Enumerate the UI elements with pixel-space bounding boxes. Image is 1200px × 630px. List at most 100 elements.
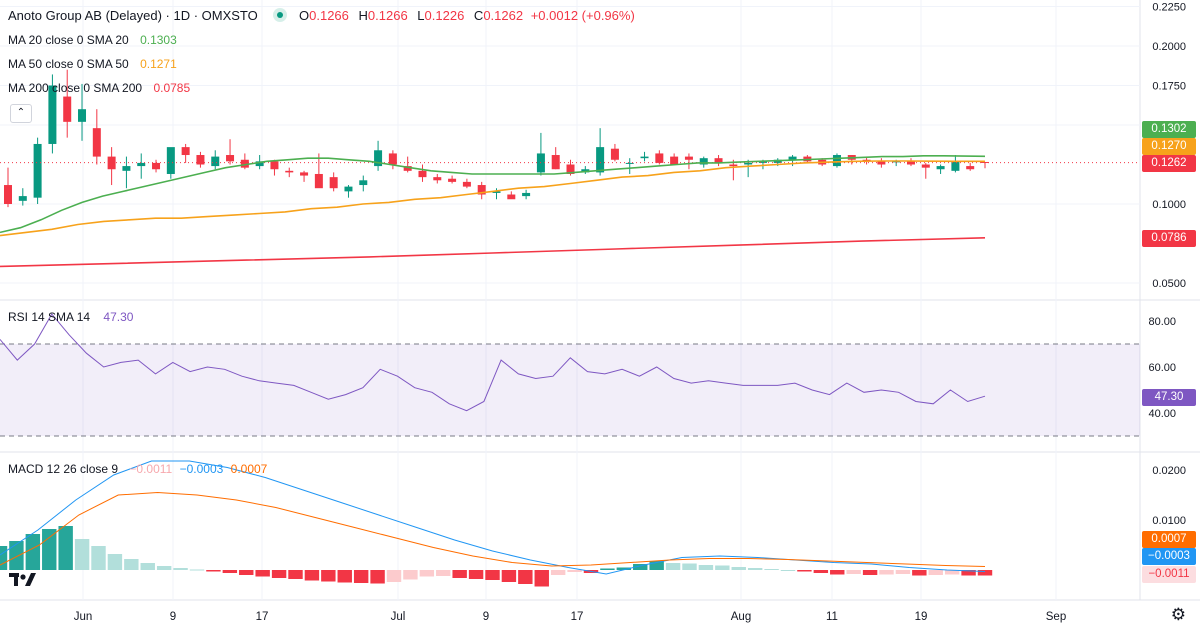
macd-histogram-bar (74, 539, 90, 570)
hist-price-tag: −0.0011 (1142, 566, 1196, 583)
macd-histogram-bar (485, 570, 500, 580)
ma20-legend[interactable]: MA 20 close 0 SMA 20 0.1303 (8, 33, 181, 47)
last-price-tag: 0.1262 (1142, 155, 1196, 172)
price-tick-label: 0.2000 (1152, 41, 1186, 53)
candle-body (314, 173, 323, 189)
macd-histogram-bar (649, 561, 664, 570)
macd-histogram-bar (206, 570, 221, 572)
tradingview-logo-mark (9, 573, 36, 586)
price-tick-label: 0.1000 (1152, 199, 1186, 211)
time-tick-label: Sep (1046, 611, 1066, 623)
rsi-tick-label: 60.00 (1148, 362, 1176, 374)
macd-histogram-bar (534, 570, 549, 587)
ma200-label: MA 200 close 0 SMA 200 (8, 81, 143, 95)
candle-body (788, 156, 797, 160)
price-tick-label: 0.2250 (1152, 2, 1186, 14)
candle-body (33, 143, 42, 198)
candle-body (18, 196, 27, 201)
macd-histogram-bar (813, 570, 829, 573)
macd-histogram-bar (862, 570, 878, 575)
candle-body (744, 162, 753, 165)
settings-gear-icon[interactable]: ⚙ (1170, 605, 1186, 624)
macd-histogram-bar (255, 570, 270, 577)
macd-histogram-bar (58, 526, 73, 570)
time-tick-label: 17 (571, 611, 584, 623)
candle-body (300, 172, 309, 176)
ma50-price-tag: 0.1270 (1142, 138, 1196, 155)
candle-body (181, 147, 190, 156)
macd-line (0, 460, 986, 575)
symbol-title: Anoto Group AB (Delayed) · 1D · OMXSTO (8, 8, 258, 23)
macd-histogram-bar (91, 546, 106, 570)
candle-body (684, 156, 693, 160)
rsi-value: 47.30 (103, 310, 134, 324)
collapse-legend-button[interactable]: ⌃ (10, 104, 32, 123)
time-tick-label: Jun (74, 611, 93, 623)
macd-histogram-bar (501, 570, 517, 582)
candle-body (255, 161, 264, 167)
time-tick-label: Jul (391, 611, 406, 623)
candle-body (448, 178, 457, 182)
candle-body (107, 156, 116, 170)
candle-body (625, 162, 634, 164)
macd-histogram-bar (698, 565, 714, 570)
candle-body (285, 170, 294, 173)
candle-body (152, 162, 161, 170)
ma20-value: 0.1303 (140, 33, 177, 47)
ma50-legend[interactable]: MA 50 close 0 SMA 50 0.1271 (8, 57, 181, 71)
ohlc-close-label: C (473, 8, 484, 23)
candle-body (388, 153, 397, 165)
macd-histogram-bar (977, 570, 993, 576)
macd-histogram-bar (304, 570, 320, 581)
candle-body (610, 148, 619, 160)
candle-body (832, 155, 841, 167)
candle-body (63, 96, 72, 122)
tradingview-logo[interactable] (8, 568, 38, 592)
candle-body (240, 159, 249, 168)
macd-histogram-bar (353, 570, 369, 583)
ohlc-close-value: 0.1262 (483, 8, 524, 23)
macd-histogram-bar (156, 566, 172, 570)
macd-histogram-bar (780, 570, 796, 571)
ma50-value: 0.1271 (140, 57, 177, 71)
rsi-tick-label: 40.00 (1148, 408, 1176, 420)
candle-body (640, 156, 649, 159)
rsi-label: RSI 14 SMA 14 (8, 310, 91, 324)
macd-histogram-bar (452, 570, 467, 578)
candle-body (936, 166, 945, 170)
candle-body (699, 158, 708, 165)
rsi-legend[interactable]: RSI 14 SMA 14 47.30 (8, 310, 137, 324)
candle-body (359, 180, 368, 186)
candle-body (433, 177, 442, 181)
macd-histogram-bar (944, 570, 960, 575)
price-tick-label: 0.1750 (1152, 81, 1186, 93)
time-tick-label: 17 (256, 611, 269, 623)
time-tick-label: 11 (826, 611, 838, 623)
macd-histogram-bar (665, 563, 681, 570)
candle-body (137, 162, 146, 167)
macd-histogram-bar (25, 534, 41, 570)
macd-histogram-bar (797, 570, 812, 572)
candle-body (211, 156, 220, 167)
candle-body (270, 161, 279, 170)
macd-histogram-bar (715, 565, 730, 570)
candle-body (4, 185, 12, 204)
candle-body (477, 185, 486, 195)
moving-average-line (0, 160, 985, 237)
ma200-legend[interactable]: MA 200 close 0 SMA 200 0.0785 (8, 81, 194, 95)
rsi-tick-label: 80.00 (1148, 316, 1176, 328)
candle-body (166, 147, 175, 174)
ohlc-low-value: 0.1226 (424, 8, 465, 23)
macd-histogram-bar (961, 570, 976, 576)
macd-tick-label: 0.0100 (1152, 515, 1186, 527)
ohlc-change: +0.0012 (+0.96%) (530, 8, 635, 23)
macd-histogram-bar (747, 568, 763, 570)
macd-histogram-bar (550, 570, 566, 575)
macd-legend[interactable]: MACD 12 26 close 9 −0.0011 −0.0003 0.000… (8, 462, 271, 476)
macd-label: MACD 12 26 close 9 (8, 462, 119, 476)
ohlc-open-label: O (299, 8, 310, 23)
macd-histogram-bar (124, 559, 139, 570)
ma20-price-tag: 0.1302 (1142, 121, 1196, 138)
price-tick-label: 0.0500 (1152, 278, 1186, 290)
